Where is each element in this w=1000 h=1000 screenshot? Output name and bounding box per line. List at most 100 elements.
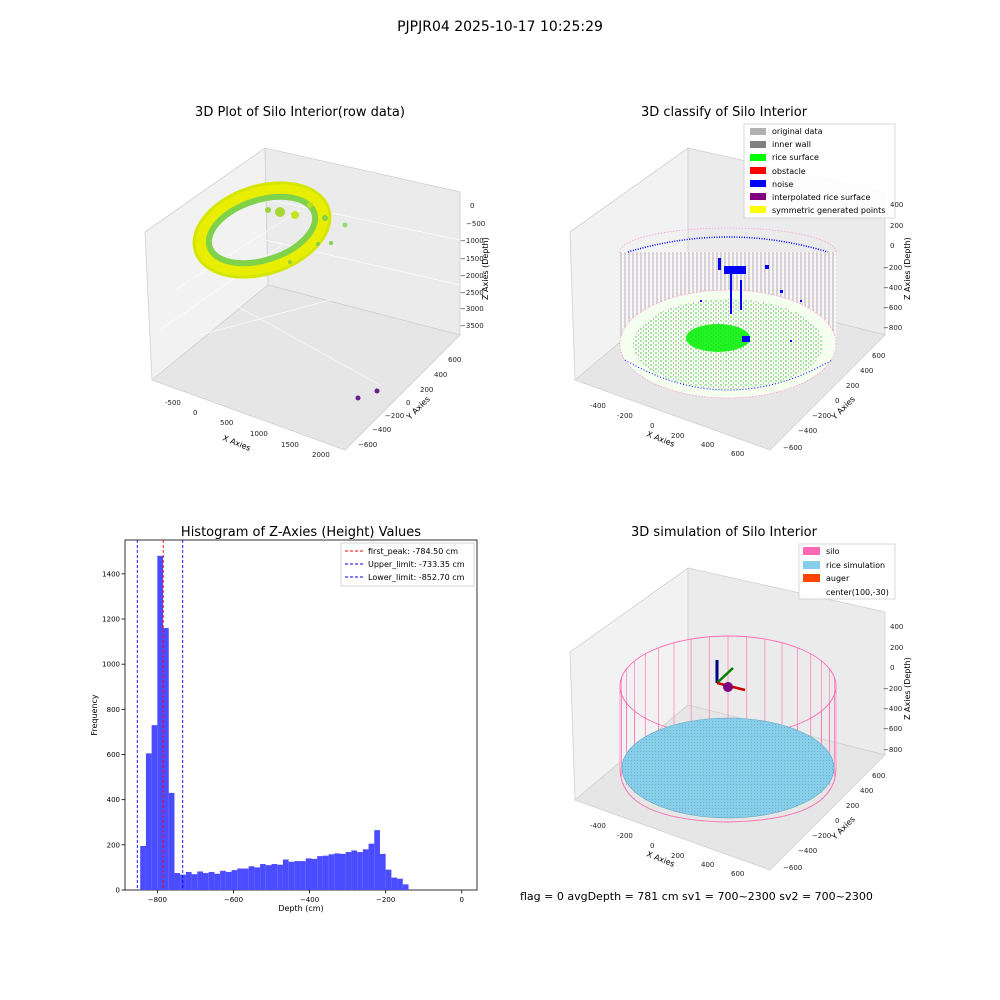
histogram-ytick-label: 600 — [107, 751, 120, 759]
histogram-bar — [357, 852, 363, 890]
raw-panel-title: 3D Plot of Silo Interior(row data) — [195, 105, 405, 120]
raw-xtick: -500 — [165, 399, 181, 407]
raw-zlabel: Z Axies (Depth) — [481, 237, 490, 300]
classify-ztick: 400 — [890, 201, 903, 209]
histogram-bar — [368, 843, 375, 890]
raw-ztick: −500 — [466, 220, 485, 228]
figure-suptitle: PJPJR04 2025-10-17 10:25:29 — [397, 19, 603, 35]
classify-ztick: 200 — [890, 222, 903, 230]
histogram-bar — [214, 873, 221, 890]
classify-xtick: -400 — [590, 402, 606, 410]
legend-label-original-data: original data — [772, 127, 823, 136]
simulation-ytick: −400 — [798, 847, 817, 855]
histogram-bar — [351, 850, 358, 890]
legend-label-center: center(100,-30) — [826, 588, 889, 597]
raw-xlabel: X Axies — [221, 434, 252, 453]
classify-axis-ticks: -400 -200 0 200 400 600 600 400 200 0 −2… — [590, 201, 903, 458]
histogram-bar — [185, 871, 192, 890]
legend-swatch-symmetric-generated-points — [750, 206, 766, 213]
histogram-bar — [197, 871, 204, 890]
classify-ytick: −600 — [783, 444, 802, 452]
raw-3d-panel: 3D Plot of Silo Interior(row data) -5 — [144, 105, 490, 459]
histogram-legend-label: Lower_limit: -852.70 cm — [368, 573, 465, 582]
simulation-xtick: 400 — [701, 861, 714, 869]
raw-ztick: −3000 — [460, 305, 484, 313]
classify-panel-title: 3D classify of Silo Interior — [641, 105, 808, 120]
histogram-ytick-label: 200 — [107, 841, 120, 849]
simulation-silo-wireframe — [619, 635, 837, 823]
histogram-plot-area — [124, 539, 478, 891]
histogram-bar — [260, 864, 266, 890]
raw-ytick: −600 — [358, 441, 377, 449]
legend-label-symmetric-generated-points: symmetric generated points — [772, 206, 885, 215]
histogram-bar — [379, 853, 386, 890]
histogram-bar — [374, 830, 380, 890]
raw-ytick: 200 — [420, 386, 433, 394]
classify-ztick: −400 — [883, 284, 902, 292]
raw-xtick: 500 — [220, 419, 233, 427]
simulation-zlabel: Z Axies (Depth) — [903, 657, 912, 720]
legend-swatch-obstacle — [750, 167, 766, 174]
classify-xtick: 0 — [650, 422, 654, 430]
raw-ztick: −1000 — [460, 237, 484, 245]
classify-ytick: 600 — [872, 352, 885, 360]
histogram-bar — [254, 867, 261, 890]
histogram-bar — [237, 868, 243, 890]
raw-outlier-point — [374, 388, 380, 394]
simulation-ztick: −400 — [883, 705, 902, 713]
legend-swatch-noise — [750, 180, 766, 187]
simulation-ytick: −600 — [783, 864, 802, 872]
simulation-xtick: 600 — [731, 870, 744, 878]
classify-ztick: −600 — [883, 304, 902, 312]
simulation-xtick: -200 — [617, 832, 633, 840]
histogram-bar — [317, 856, 323, 890]
simulation-ztick: 400 — [890, 623, 903, 631]
legend-label-interpolated-rice-surface: interpolated rice surface — [772, 193, 870, 202]
histogram-legend-label: first_peak: -784.50 cm — [368, 547, 458, 556]
histogram-bar — [191, 874, 198, 890]
classify-silo-cloud — [619, 227, 837, 399]
histogram-bar — [163, 628, 169, 890]
classify-3d-panel: 3D classify of Silo Interior — [569, 105, 912, 458]
histogram-bar — [225, 871, 232, 890]
histogram-ylabel: Frequency — [90, 694, 99, 736]
histogram-bar — [203, 873, 209, 890]
histogram-ytick-label: 0 — [116, 887, 120, 895]
histogram-bar — [391, 877, 398, 890]
histogram-bar — [157, 555, 164, 890]
histogram-bar — [322, 855, 329, 890]
raw-xtick: 1500 — [281, 441, 299, 449]
classify-xtick: 600 — [731, 450, 744, 458]
legend-label-rice-simulation: rice simulation — [826, 561, 885, 570]
histogram-bar — [277, 864, 283, 890]
histogram-bar — [334, 853, 341, 890]
histogram-bar — [145, 753, 152, 890]
raw-ytick: −400 — [372, 426, 391, 434]
histogram-bar — [402, 884, 409, 890]
simulation-ytick: −200 — [812, 832, 831, 840]
legend-label-inner-wall: inner wall — [772, 140, 811, 149]
legend-label-obstacle: obstacle — [772, 167, 806, 176]
classify-xtick: 200 — [671, 432, 684, 440]
histogram-ytick-label: 1400 — [102, 570, 120, 578]
histogram-bar — [305, 858, 312, 890]
classify-zlabel: Z Axies (Depth) — [903, 237, 912, 300]
classify-ztick: 0 — [890, 242, 894, 250]
raw-ytick: 0 — [406, 399, 410, 407]
histogram-xtick-label: −400 — [300, 896, 319, 904]
classify-ytick: 200 — [846, 382, 859, 390]
simulation-ztick: 0 — [890, 664, 894, 672]
legend-swatch-silo — [803, 547, 820, 555]
raw-ytick: −200 — [385, 412, 404, 420]
classify-ylabel: Y Axies — [829, 395, 857, 423]
histogram-ytick-label: 1000 — [102, 661, 120, 669]
classify-ytick: −400 — [798, 427, 817, 435]
histogram-xtick-label: 0 — [460, 896, 464, 904]
classify-legend: original data inner wall rice surface ob… — [743, 123, 896, 219]
histogram-bar — [265, 865, 272, 890]
legend-swatch-interpolated-rice-surface — [750, 193, 766, 200]
raw-ztick: −1500 — [460, 255, 484, 263]
simulation-ytick: 0 — [835, 817, 839, 825]
histogram-bar — [385, 869, 392, 890]
